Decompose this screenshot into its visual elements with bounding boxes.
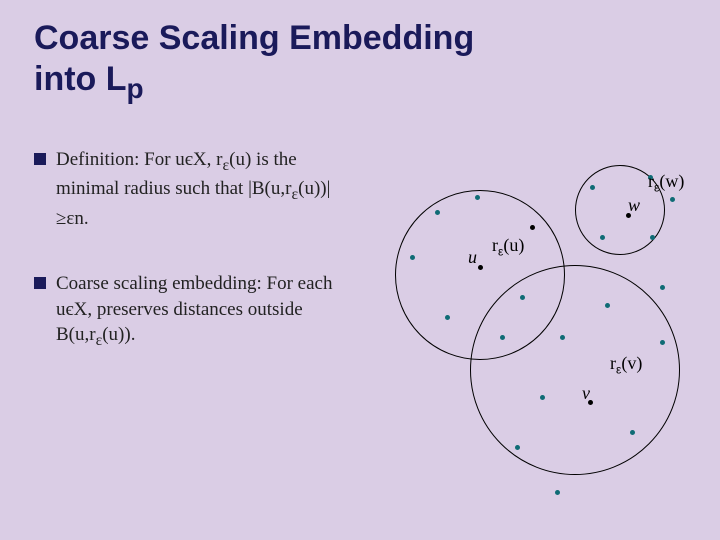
bullet-list: Definition: For uєX, rε(u) is the minima… (34, 147, 344, 391)
point-dot (650, 235, 655, 240)
bullet-marker-icon (34, 153, 46, 165)
bullet-marker-icon (34, 277, 46, 289)
radius-label-w: rε(w) (648, 171, 684, 195)
center-label-u: u (468, 247, 477, 268)
bullet-item: Coarse scaling embedding: For each uєX, … (34, 271, 344, 351)
center-label-v: v (582, 383, 590, 404)
ball-circle (470, 265, 680, 475)
point-dot (660, 285, 665, 290)
point-dot (670, 197, 675, 202)
center-label-w: w (628, 195, 640, 216)
slide-title: Coarse Scaling Embedding into Lp (0, 0, 720, 105)
radius-label-v: rε(v) (610, 353, 642, 377)
title-line1: Coarse Scaling Embedding (34, 19, 474, 57)
balls-diagram: u rε(u) w rε(w) v rε(v) (350, 135, 710, 515)
content-area: Definition: For uєX, rε(u) is the minima… (0, 105, 720, 525)
bullet-text: Definition: For uєX, rε(u) is the minima… (56, 147, 344, 231)
bullet-item: Definition: For uєX, rε(u) is the minima… (34, 147, 344, 231)
title-line2-sub: p (127, 73, 144, 104)
title-line2-pre: into L (34, 60, 127, 98)
bullet-text: Coarse scaling embedding: For each uєX, … (56, 271, 344, 351)
point-dot (555, 490, 560, 495)
radius-label-u: rε(u) (492, 235, 524, 259)
